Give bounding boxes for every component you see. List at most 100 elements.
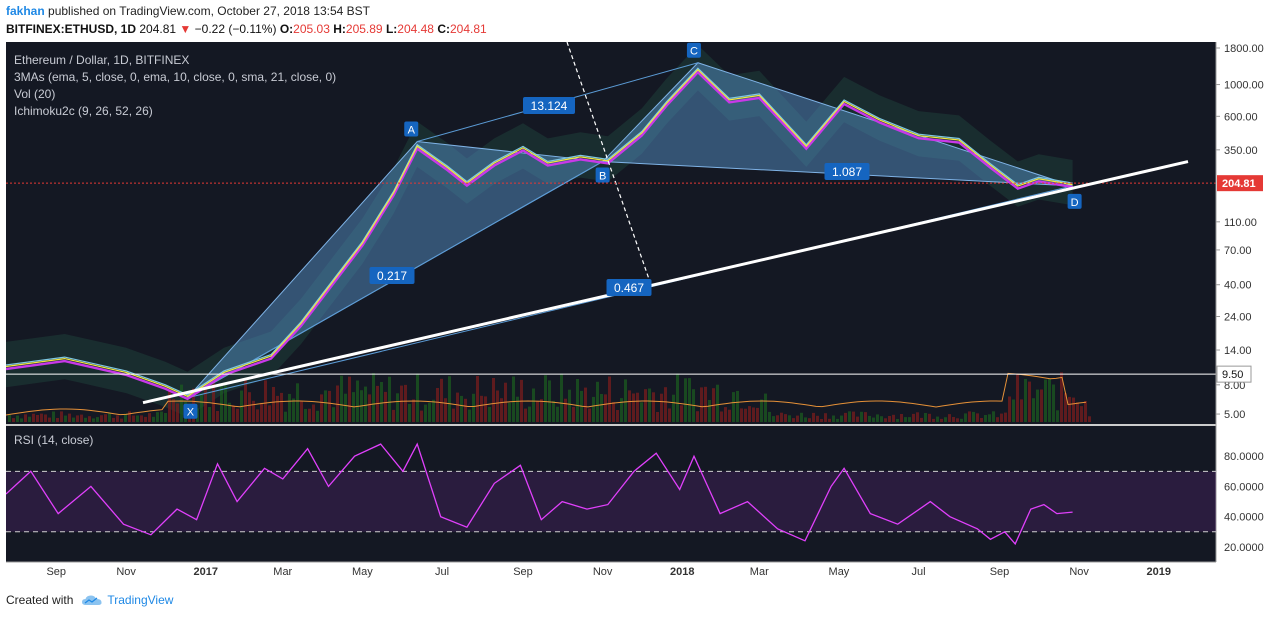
brand-name[interactable]: TradingView <box>107 593 174 607</box>
price-tick-label: 110.00 <box>1224 217 1257 229</box>
volume-bar <box>148 413 151 422</box>
volume-bar <box>264 380 267 422</box>
volume-bar <box>936 416 939 422</box>
volume-bar <box>868 415 871 422</box>
volume-bar <box>540 399 543 422</box>
volume-bar <box>288 393 291 422</box>
volume-bar <box>808 418 811 422</box>
volume-bar <box>584 387 587 422</box>
price-line <box>5 67 1073 396</box>
volume-bar <box>780 412 783 422</box>
volume-bar <box>448 376 451 422</box>
time-tick-label: Sep <box>513 566 533 578</box>
volume-bar <box>384 391 387 422</box>
volume-bar <box>40 413 43 422</box>
price-axis[interactable]: 1800.00 1000.00 600.00 350.00 110.00 70.00 40.… <box>1215 42 1264 562</box>
chart-overlays[interactable]: X A B C D 13.124 1.087 0.217 0.467 <box>6 41 1216 419</box>
volume-bar <box>268 405 271 422</box>
current-price-tag <box>1217 175 1263 192</box>
volume-bar <box>468 409 471 422</box>
volume-bar <box>652 392 655 422</box>
volume-bar <box>36 415 39 422</box>
volume-bar <box>372 373 375 422</box>
volume-bar <box>640 402 643 422</box>
legend-ichimoku: Ichimoku2c (9, 26, 52, 26) <box>14 104 153 118</box>
volume-bar <box>680 405 683 422</box>
volume-bar <box>716 384 719 422</box>
volume-bar <box>900 414 903 422</box>
volume-bar <box>752 407 755 422</box>
volume-bar <box>764 393 767 422</box>
price-chart-svg[interactable]: X A B C D 13.124 1.087 0.217 0.467 1800.00 1000.0… <box>5 41 1268 582</box>
volume-bar <box>612 402 615 422</box>
ratio-label-box <box>369 267 415 284</box>
volume-bar <box>128 411 131 422</box>
time-tick-label: 2018 <box>670 566 694 578</box>
volume-bar <box>284 411 287 422</box>
volume-bar <box>48 417 51 422</box>
pattern-label-box <box>404 121 419 137</box>
ema-line <box>5 68 1073 398</box>
ratio-label-box <box>606 279 652 296</box>
tradingview-brand[interactable]: TradingView <box>81 593 173 607</box>
volume-bar <box>52 411 55 422</box>
volume-bar <box>536 401 539 422</box>
price-tick-label: 1000.00 <box>1224 80 1264 92</box>
volume-bar <box>848 411 851 422</box>
volume-bar <box>1032 398 1035 422</box>
volume-bar <box>452 408 455 422</box>
volume-bar <box>768 411 771 422</box>
time-axis[interactable]: Sep Nov 2017 Mar May Jul Sep Nov 2018 Mar May Jul Se… <box>6 561 1216 578</box>
volume-bar <box>748 406 751 422</box>
volume-bar <box>152 416 155 422</box>
volume-bar <box>524 408 527 422</box>
author-link[interactable]: fakhan <box>6 4 45 18</box>
volume-bar <box>424 404 427 422</box>
chart-area[interactable]: X A B C D 13.124 1.087 0.217 0.467 1800.00 1000.0… <box>5 41 1268 582</box>
volume-bar <box>432 399 435 422</box>
volume-bar <box>1012 399 1015 422</box>
close-label: C: <box>437 22 450 36</box>
volume-bars <box>5 372 1091 422</box>
volume-bar <box>300 401 303 422</box>
volume-bar <box>1024 378 1027 422</box>
volume-bar <box>616 410 619 422</box>
volume-bar <box>956 418 959 422</box>
volume-bar <box>888 416 891 422</box>
volume-bar <box>912 413 915 422</box>
volume-bar <box>1048 378 1051 422</box>
close-value: 204.81 <box>449 22 487 36</box>
volume-bar <box>108 412 111 422</box>
volume-bar <box>496 390 499 422</box>
support-trendline <box>142 160 1189 405</box>
volume-bar <box>732 392 735 422</box>
volume-bar <box>696 411 699 422</box>
volume-bar <box>20 418 23 422</box>
volume-bar <box>112 417 115 422</box>
volume-bar <box>200 393 203 422</box>
volume-bar <box>24 414 27 422</box>
time-tick-label: Jul <box>912 566 926 578</box>
volume-bar <box>628 390 631 422</box>
volume-bar <box>160 411 163 422</box>
volume-bar <box>1084 401 1087 422</box>
volume-bar <box>952 417 955 422</box>
volume-bar <box>176 403 179 422</box>
volume-bar <box>564 398 567 422</box>
volume-bar <box>460 395 463 422</box>
volume-bar <box>1088 416 1091 422</box>
volume-bar <box>72 417 75 422</box>
volume-bar <box>408 404 411 422</box>
volume-bar <box>416 373 419 422</box>
volume-bar <box>368 394 371 422</box>
volume-bar <box>1016 374 1019 422</box>
rsi-tick-label: 20.0000 <box>1224 542 1264 554</box>
volume-bar <box>500 398 503 422</box>
volume-bar <box>1004 412 1007 422</box>
volume-bar <box>104 414 107 422</box>
time-tick-label: Sep <box>46 566 66 578</box>
sma-line <box>5 70 1073 401</box>
volume-ma-line <box>5 372 1087 416</box>
volume-bar <box>232 405 235 422</box>
time-tick-label: Jul <box>435 566 449 578</box>
